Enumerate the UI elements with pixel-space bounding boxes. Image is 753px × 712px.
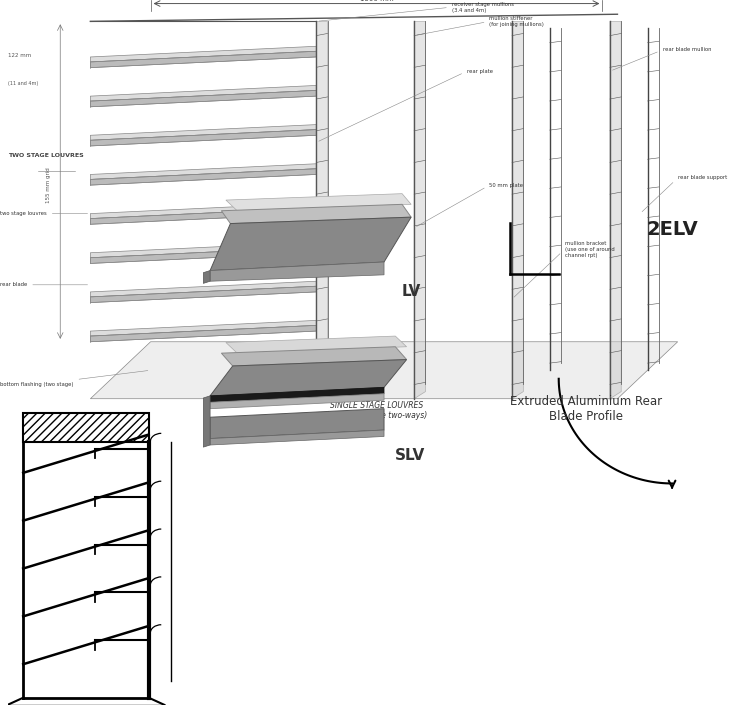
Text: rear plate: rear plate bbox=[319, 68, 493, 141]
Text: SLV: SLV bbox=[395, 448, 425, 464]
Text: mullion stiffener
(for joining mullions): mullion stiffener (for joining mullions) bbox=[417, 16, 544, 35]
Polygon shape bbox=[210, 387, 384, 402]
Polygon shape bbox=[90, 247, 316, 263]
Polygon shape bbox=[90, 203, 316, 219]
Polygon shape bbox=[90, 85, 316, 101]
Text: 122 mm: 122 mm bbox=[8, 53, 31, 58]
Polygon shape bbox=[210, 360, 407, 396]
Polygon shape bbox=[90, 281, 316, 297]
Polygon shape bbox=[90, 286, 316, 303]
Polygon shape bbox=[210, 409, 384, 439]
Polygon shape bbox=[203, 271, 210, 283]
Polygon shape bbox=[90, 90, 316, 107]
Text: two stage louvres: two stage louvres bbox=[0, 211, 87, 216]
Text: Extruded Aluminium Rear
Blade Profile: Extruded Aluminium Rear Blade Profile bbox=[511, 394, 663, 423]
Polygon shape bbox=[226, 336, 407, 353]
Polygon shape bbox=[203, 396, 210, 447]
Text: 50 mm plate: 50 mm plate bbox=[416, 182, 523, 226]
Polygon shape bbox=[221, 204, 411, 224]
Text: LV: LV bbox=[402, 284, 422, 300]
Text: 1500 mm: 1500 mm bbox=[360, 0, 393, 2]
Polygon shape bbox=[90, 320, 316, 336]
Polygon shape bbox=[90, 130, 316, 146]
Polygon shape bbox=[90, 51, 316, 68]
Polygon shape bbox=[610, 21, 621, 399]
Polygon shape bbox=[90, 325, 316, 342]
Polygon shape bbox=[90, 125, 316, 140]
Text: mullion bracket
(use one of around
channel rpt): mullion bracket (use one of around chann… bbox=[514, 241, 614, 297]
Polygon shape bbox=[90, 342, 678, 399]
Polygon shape bbox=[90, 242, 316, 258]
Polygon shape bbox=[512, 21, 523, 399]
Polygon shape bbox=[90, 46, 316, 62]
Text: TWO STAGE LOUVRES: TWO STAGE LOUVRES bbox=[8, 152, 84, 157]
Text: (11 and 4m): (11 and 4m) bbox=[8, 81, 38, 86]
Text: 155 mm grid: 155 mm grid bbox=[47, 167, 51, 203]
Polygon shape bbox=[210, 262, 384, 281]
Text: rear blade mullion: rear blade mullion bbox=[612, 47, 711, 70]
Polygon shape bbox=[210, 430, 384, 445]
Text: receiver stage mullions
(3.4 and 4m): receiver stage mullions (3.4 and 4m) bbox=[319, 1, 514, 21]
Polygon shape bbox=[316, 21, 328, 399]
Text: rear blade: rear blade bbox=[0, 282, 87, 288]
Text: rear blade support: rear blade support bbox=[642, 175, 727, 211]
Polygon shape bbox=[221, 347, 407, 366]
Text: bottom flashing (two stage): bottom flashing (two stage) bbox=[0, 370, 148, 387]
Polygon shape bbox=[90, 208, 316, 224]
Polygon shape bbox=[90, 164, 316, 179]
Polygon shape bbox=[226, 194, 411, 211]
Text: 2ELV: 2ELV bbox=[646, 220, 698, 239]
Bar bbox=[23, 413, 148, 441]
Polygon shape bbox=[210, 217, 411, 271]
Polygon shape bbox=[90, 169, 316, 185]
Polygon shape bbox=[210, 394, 384, 409]
Polygon shape bbox=[414, 21, 425, 399]
Text: SINGLE STAGE LOUVRES
(corners can be two-ways): SINGLE STAGE LOUVRES (corners can be two… bbox=[326, 401, 427, 420]
